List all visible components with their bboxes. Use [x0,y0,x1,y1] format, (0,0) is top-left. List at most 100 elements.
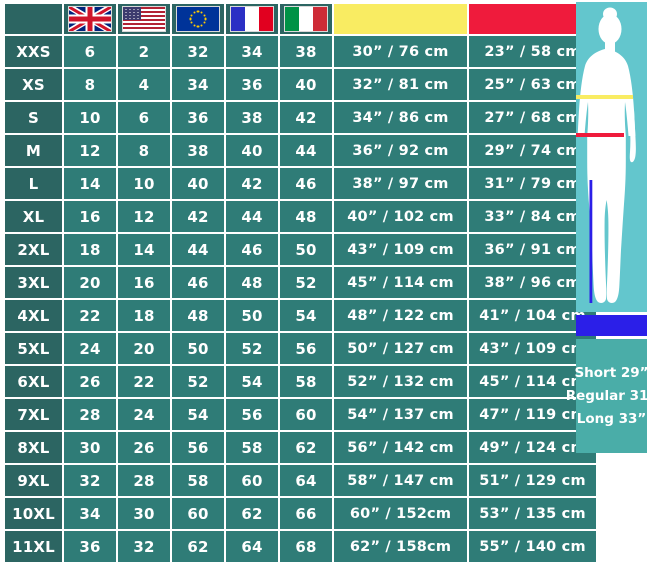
cell-waist: 55” / 140 cm [469,531,596,562]
cell-eu: 50 [172,333,224,364]
cell-fr: 42 [226,168,278,199]
cell-waist: 33” / 84 cm [469,201,596,232]
table-row: 5XL 24 20 50 52 56 50” / 127 cm 43” / 109 cm [5,333,596,364]
cell-uk: 30 [64,432,116,463]
table-row: XL 16 12 42 44 48 40” / 102 cm 33” / 84 cm [5,201,596,232]
cell-fr: 58 [226,432,278,463]
cell-uk: 32 [64,465,116,496]
figure-panel: Short 29” Regular 31” Long 33” [566,0,650,455]
cell-bust: 48” / 122 cm [334,300,467,331]
size-table-body: XXS 6 2 32 34 38 30” / 76 cm 23” / 58 cm XS 8 4 34 3… [5,36,596,562]
cell-uk: 28 [64,399,116,430]
waist-measure-line [576,133,624,137]
table-row: 9XL 32 28 58 60 64 58” / 147 cm 51” / 129 cm [5,465,596,496]
cell-uk: 34 [64,498,116,529]
cell-it: 48 [280,201,332,232]
cell-size: 10XL [5,498,62,529]
cell-size: 8XL [5,432,62,463]
size-chart-root: XXS 6 2 32 34 38 30” / 76 cm 23” / 58 cm XS 8 4 34 3… [5,0,650,562]
cell-fr: 44 [226,201,278,232]
header-waist-bar [469,4,596,34]
cell-bust: 30” / 76 cm [334,36,467,67]
cell-uk: 14 [64,168,116,199]
cell-size: 6XL [5,366,62,397]
cell-size: 5XL [5,333,62,364]
cell-it: 60 [280,399,332,430]
cell-bust: 54” / 137 cm [334,399,467,430]
cell-it: 62 [280,432,332,463]
leg-length-legend: Short 29” Regular 31” Long 33” [566,339,650,453]
cell-fr: 56 [226,399,278,430]
cell-size: XXS [5,36,62,67]
size-conversion-table: XXS 6 2 32 34 38 30” / 76 cm 23” / 58 cm XS 8 4 34 3… [3,2,598,564]
cell-bust: 43” / 109 cm [334,234,467,265]
cell-size: 9XL [5,465,62,496]
cell-us: 24 [118,399,170,430]
cell-bust: 38” / 97 cm [334,168,467,199]
cell-us: 6 [118,102,170,133]
cell-uk: 10 [64,102,116,133]
cell-fr: 62 [226,498,278,529]
cell-uk: 22 [64,300,116,331]
header-bust-bar [334,4,467,34]
cell-eu: 34 [172,69,224,100]
cell-bust: 56” / 142 cm [334,432,467,463]
size-table-container: XXS 6 2 32 34 38 30” / 76 cm 23” / 58 cm XS 8 4 34 3… [5,4,596,562]
table-header-row [5,4,596,34]
cell-uk: 8 [64,69,116,100]
table-row: 6XL 26 22 52 54 58 52” / 132 cm 45” / 114 cm [5,366,596,397]
cell-fr: 60 [226,465,278,496]
cell-it: 38 [280,36,332,67]
france-flag-icon [230,6,274,32]
leg-length-long: Long 33” [576,411,647,427]
cell-uk: 12 [64,135,116,166]
cell-us: 12 [118,201,170,232]
cell-bust: 58” / 147 cm [334,465,467,496]
cell-bust: 50” / 127 cm [334,333,467,364]
cell-waist: 45” / 114 cm [469,366,596,397]
header-fr [226,4,278,34]
cell-size: L [5,168,62,199]
header-uk [64,4,116,34]
header-eu [172,4,224,34]
leg-length-bar [576,315,647,336]
cell-uk: 20 [64,267,116,298]
cell-fr: 50 [226,300,278,331]
cell-fr: 54 [226,366,278,397]
leg-length-regular: Regular 31” [565,388,650,404]
cell-it: 40 [280,69,332,100]
cell-eu: 40 [172,168,224,199]
cell-fr: 40 [226,135,278,166]
table-row: 7XL 28 24 54 56 60 54” / 137 cm 47” / 119 cm [5,399,596,430]
cell-waist: 51” / 129 cm [469,465,596,496]
cell-waist: 25” / 63 cm [469,69,596,100]
cell-size: 7XL [5,399,62,430]
table-row: 11XL 36 32 62 64 68 62” / 158cm 55” / 140 cm [5,531,596,562]
cell-waist: 43” / 109 cm [469,333,596,364]
cell-fr: 38 [226,102,278,133]
cell-bust: 36” / 92 cm [334,135,467,166]
cell-it: 42 [280,102,332,133]
bust-measure-line [576,95,633,99]
cell-bust: 40” / 102 cm [334,201,467,232]
eu-flag-icon [176,6,220,32]
cell-us: 32 [118,531,170,562]
cell-size: 3XL [5,267,62,298]
header-us [118,4,170,34]
cell-uk: 18 [64,234,116,265]
cell-it: 58 [280,366,332,397]
cell-us: 2 [118,36,170,67]
cell-uk: 16 [64,201,116,232]
cell-eu: 54 [172,399,224,430]
table-row: 4XL 22 18 48 50 54 48” / 122 cm 41” / 104 cm [5,300,596,331]
cell-fr: 46 [226,234,278,265]
cell-waist: 41” / 104 cm [469,300,596,331]
cell-us: 20 [118,333,170,364]
header-it [280,4,332,34]
uk-flag-icon [68,6,112,32]
inseam-measure-line [589,180,593,303]
cell-bust: 34” / 86 cm [334,102,467,133]
cell-fr: 34 [226,36,278,67]
cell-eu: 48 [172,300,224,331]
cell-waist: 27” / 68 cm [469,102,596,133]
